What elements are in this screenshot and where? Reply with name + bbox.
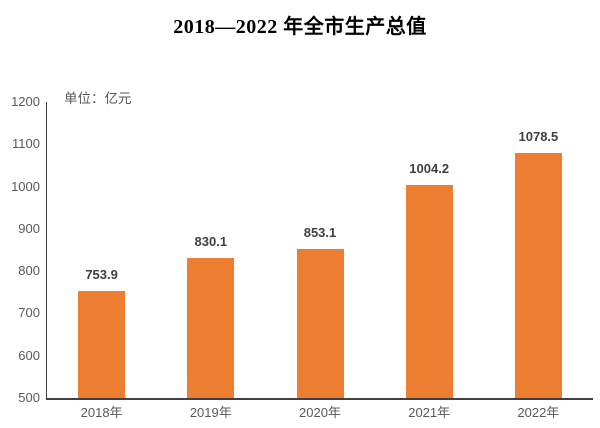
y-axis-line xyxy=(45,102,47,400)
bar-value-label: 830.1 xyxy=(194,234,228,250)
x-tick-label: 2020年 xyxy=(299,405,341,420)
bar-2022年 xyxy=(514,153,562,398)
chart-title: 2018—2022 年全市生产总值 xyxy=(173,16,427,38)
y-tick-label: 1000 xyxy=(11,178,40,194)
y-tick-label: 500 xyxy=(18,390,40,405)
bar-value-label: 753.9 xyxy=(85,266,118,282)
bar-2021年 xyxy=(405,184,453,398)
y-tick-label: 1100 xyxy=(12,136,40,152)
y-tick-label: 1200 xyxy=(11,94,40,109)
bar-2019年 xyxy=(187,258,235,398)
bar-value-label: 1004.2 xyxy=(409,160,450,176)
unit-label: 单位：亿元 xyxy=(64,91,132,106)
y-tick-label: 900 xyxy=(18,220,40,236)
bar-value-label: 1078.5 xyxy=(518,129,559,145)
x-tick-label: 2021年 xyxy=(408,405,451,420)
y-tick-label: 800 xyxy=(18,263,40,279)
y-tick-label: 700 xyxy=(18,305,40,321)
y-tick-label: 600 xyxy=(18,347,40,363)
bar-value-label: 853.1 xyxy=(303,224,337,240)
x-tick-label: 2019年 xyxy=(189,405,232,420)
x-tick-label: 2022年 xyxy=(517,405,560,420)
x-axis-line xyxy=(45,398,593,400)
bar-2018年 xyxy=(78,290,126,398)
bar-2020年 xyxy=(296,248,344,398)
x-tick-label: 2018年 xyxy=(80,405,123,420)
